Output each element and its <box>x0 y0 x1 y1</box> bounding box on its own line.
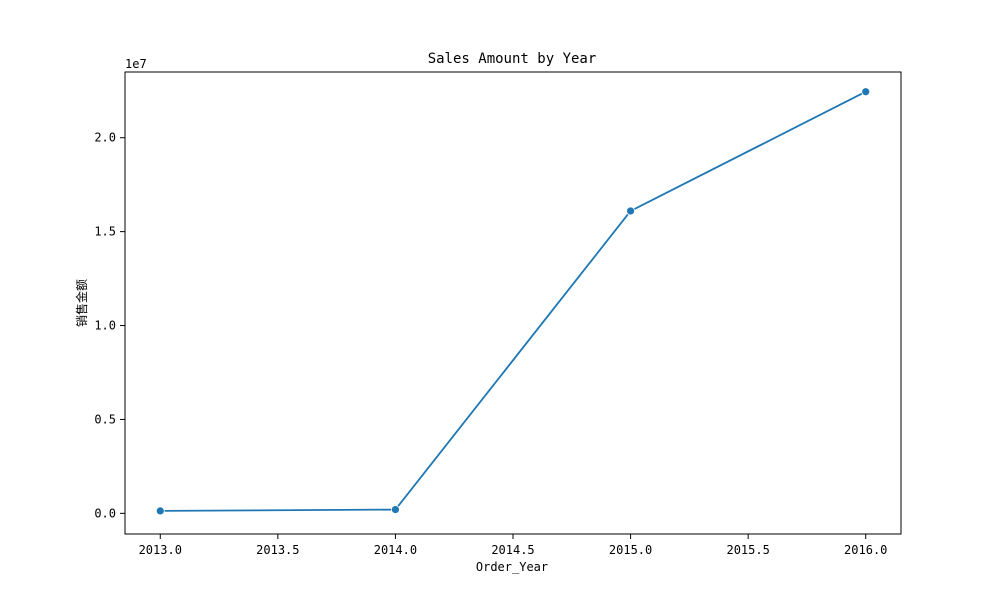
x-tick-label: 2013.5 <box>256 543 299 557</box>
series-line <box>160 90 867 512</box>
y-axis-ticks: 0.0 0.5 1.0 1.5 2.0 <box>94 131 125 520</box>
x-tick-label: 2014.5 <box>491 543 534 557</box>
y-tick-label: 0.5 <box>94 412 116 426</box>
y-offset-label: 1e7 <box>125 57 147 71</box>
y-tick-label: 1.5 <box>94 225 116 239</box>
y-tick-label: 0.0 <box>94 506 116 520</box>
x-tick-label: 2016.0 <box>844 543 887 557</box>
y-axis-label: 销售金额 <box>74 279 89 327</box>
chart-title: Sales Amount by Year <box>428 51 597 67</box>
x-tick-label: 2015.0 <box>609 543 652 557</box>
x-axis-ticks: 2013.0 2013.5 2014.0 2014.5 2015.0 2015.5 2016… <box>139 534 887 557</box>
y-tick-label: 2.0 <box>94 131 116 145</box>
y-tick-label: 1.0 <box>94 319 116 333</box>
x-axis-label: Order_Year <box>476 560 548 574</box>
data-point <box>626 206 635 216</box>
series-layer <box>155 87 871 516</box>
x-tick-label: 2013.0 <box>139 543 182 557</box>
data-point <box>861 87 871 97</box>
x-tick-label: 2014.0 <box>374 543 417 557</box>
x-tick-label: 2015.5 <box>726 543 769 557</box>
data-point <box>391 505 400 514</box>
axes-frame <box>124 71 902 535</box>
data-point <box>155 506 165 516</box>
